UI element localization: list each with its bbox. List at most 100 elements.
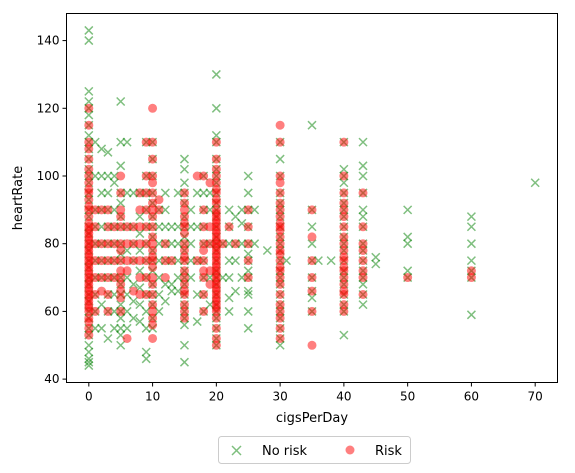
point-risk — [199, 171, 209, 181]
point-risk — [179, 229, 189, 239]
point-risk — [275, 256, 285, 266]
point-no-risk — [339, 330, 349, 340]
point-risk — [275, 198, 285, 208]
point-risk — [339, 198, 349, 208]
point-risk — [192, 256, 202, 266]
point-no-risk — [326, 256, 336, 266]
point-no-risk — [84, 25, 94, 35]
point-risk — [84, 212, 94, 222]
point-no-risk — [84, 357, 94, 367]
point-no-risk — [275, 340, 285, 350]
point-risk — [275, 249, 285, 259]
x-tick-label: 50 — [400, 390, 415, 404]
point-risk — [205, 178, 215, 188]
point-no-risk — [307, 120, 317, 130]
point-risk — [148, 188, 158, 198]
point-risk — [148, 232, 158, 242]
point-no-risk — [358, 161, 368, 171]
y-tick-label: 80 — [44, 237, 59, 251]
point-no-risk — [109, 178, 119, 188]
point-risk — [307, 286, 317, 296]
point-risk — [148, 137, 158, 147]
point-no-risk — [103, 188, 113, 198]
x-tick-label: 10 — [145, 390, 160, 404]
point-no-risk — [530, 178, 540, 188]
point-no-risk — [211, 103, 221, 113]
point-risk — [103, 239, 113, 249]
point-risk — [179, 212, 189, 222]
point-risk — [97, 239, 107, 249]
point-risk — [199, 245, 209, 255]
point-risk — [339, 289, 349, 299]
legend-label-no-risk: No risk — [262, 444, 308, 459]
point-risk — [109, 222, 119, 232]
x-axis-label: cigsPerDay — [276, 411, 348, 426]
point-no-risk — [97, 323, 107, 333]
point-risk — [154, 195, 164, 205]
point-no-risk — [179, 164, 189, 174]
y-tick-label: 40 — [44, 372, 59, 386]
point-risk — [116, 286, 126, 296]
point-risk — [243, 239, 253, 249]
point-risk — [141, 188, 151, 198]
point-no-risk — [243, 286, 253, 296]
point-risk — [141, 222, 151, 232]
point-risk — [84, 205, 94, 215]
point-risk — [160, 239, 170, 249]
point-risk — [160, 256, 170, 266]
point-no-risk — [116, 340, 126, 350]
point-no-risk — [307, 293, 317, 303]
point-risk — [84, 120, 94, 130]
point-risk — [199, 289, 209, 299]
point-risk — [275, 239, 285, 249]
point-risk — [116, 171, 126, 181]
point-risk — [179, 266, 189, 276]
point-no-risk — [109, 171, 119, 181]
point-no-risk — [358, 205, 368, 215]
x-tick-label: 60 — [464, 390, 479, 404]
point-risk — [211, 340, 221, 350]
point-no-risk — [243, 289, 253, 300]
point-risk — [199, 256, 209, 266]
x-axis-ticks: 0 10 20 30 40 50 60 70 — [85, 382, 543, 404]
point-risk — [358, 273, 368, 283]
point-risk — [358, 266, 368, 276]
y-tick-label: 120 — [37, 101, 60, 115]
point-risk — [179, 245, 189, 255]
point-risk — [358, 188, 368, 198]
point-no-risk — [358, 212, 368, 222]
point-risk — [339, 245, 349, 255]
point-risk — [339, 256, 349, 266]
point-risk — [116, 266, 126, 276]
point-risk — [109, 239, 119, 249]
point-risk — [307, 306, 317, 316]
point-no-risk — [179, 320, 189, 330]
point-no-risk — [192, 317, 202, 327]
point-no-risk — [307, 222, 317, 232]
x-tick-label: 40 — [336, 390, 351, 404]
point-risk — [179, 188, 189, 198]
point-risk — [307, 273, 317, 283]
point-no-risk — [403, 266, 413, 276]
point-no-risk — [141, 347, 151, 357]
point-risk — [122, 333, 132, 343]
point-risk — [148, 262, 158, 272]
point-risk — [116, 205, 126, 215]
point-risk — [148, 212, 158, 222]
point-no-risk — [243, 306, 253, 316]
point-risk — [116, 293, 126, 303]
point-risk — [84, 137, 94, 147]
point-risk — [160, 273, 170, 283]
point-risk — [148, 178, 158, 188]
point-no-risk — [403, 239, 413, 249]
point-risk — [358, 289, 368, 299]
point-risk — [211, 164, 221, 174]
point-risk — [135, 239, 145, 249]
point-no-risk — [243, 266, 253, 276]
point-no-risk — [154, 306, 164, 316]
point-risk — [116, 222, 126, 232]
x-tick-label: 20 — [209, 390, 224, 404]
series-risk — [84, 103, 476, 350]
point-risk — [148, 239, 158, 249]
point-no-risk — [466, 222, 476, 232]
